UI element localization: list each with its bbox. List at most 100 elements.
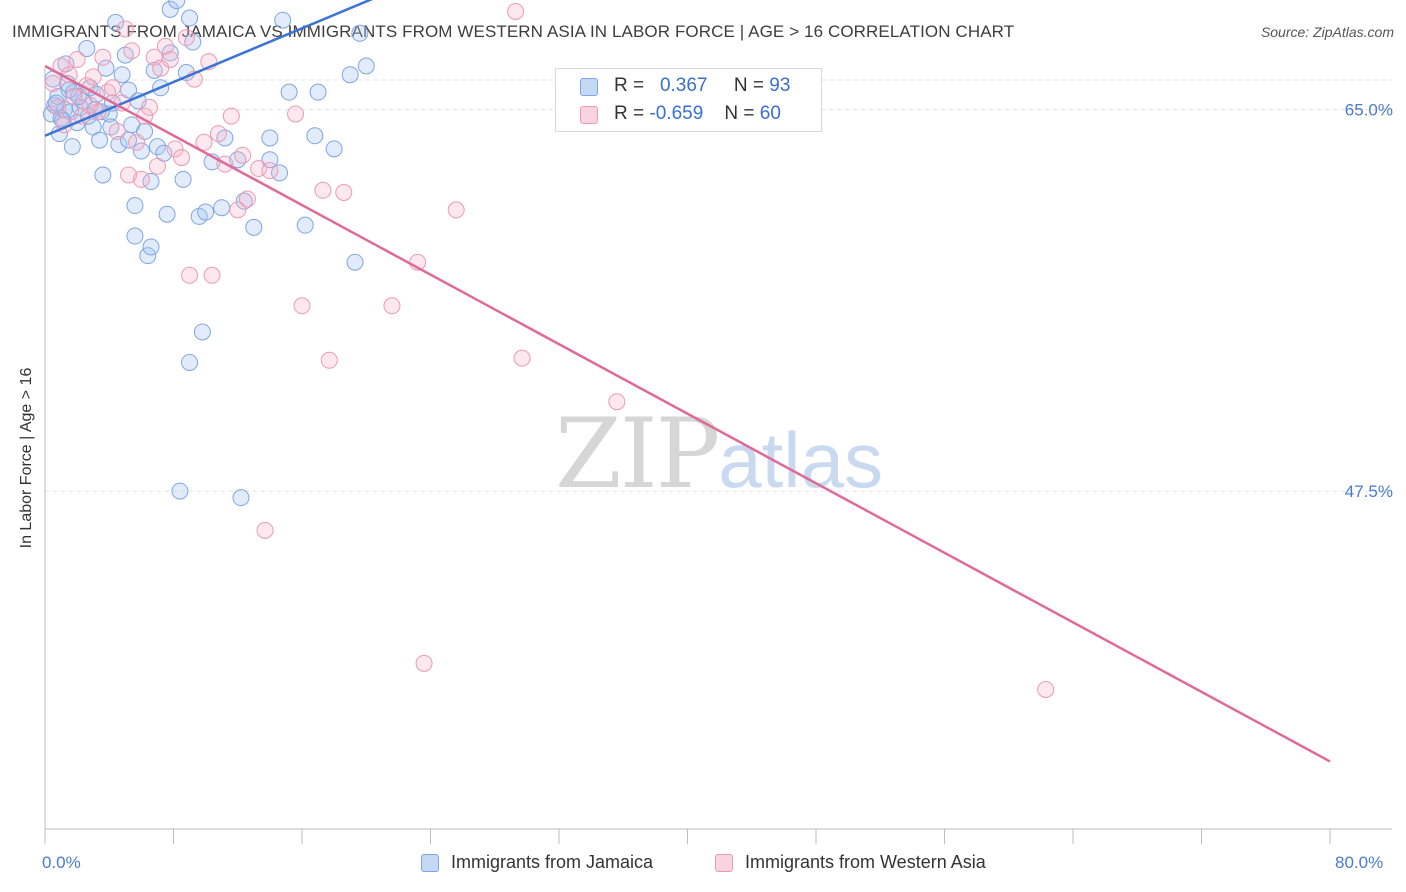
axes bbox=[44, 68, 1392, 844]
data-point bbox=[232, 489, 250, 507]
data-point bbox=[132, 142, 150, 160]
data-point bbox=[94, 48, 112, 66]
data-point bbox=[123, 42, 141, 60]
legend-item-western-asia[interactable]: Immigrants from Western Asia bbox=[715, 852, 986, 873]
data-point bbox=[280, 83, 298, 101]
data-point bbox=[139, 247, 157, 265]
data-point bbox=[415, 654, 433, 672]
data-point bbox=[287, 105, 305, 123]
data-point bbox=[78, 40, 96, 58]
data-point bbox=[171, 482, 189, 500]
data-point bbox=[325, 140, 343, 158]
data-point bbox=[110, 135, 128, 153]
stats-r-value: -0.659 bbox=[649, 103, 704, 124]
data-point bbox=[335, 183, 353, 201]
data-point bbox=[148, 157, 166, 175]
data-point bbox=[314, 181, 332, 199]
data-point bbox=[108, 122, 126, 140]
stats-n-label: N = bbox=[733, 75, 765, 96]
x-tick-label-min: 0.0% bbox=[42, 853, 81, 872]
data-point bbox=[256, 521, 274, 539]
data-point bbox=[173, 149, 191, 167]
data-point bbox=[383, 297, 401, 315]
data-point bbox=[84, 68, 102, 86]
data-point bbox=[63, 138, 81, 156]
data-point bbox=[174, 170, 192, 188]
y-tick-labels: 47.5%65.0%82.5%100.0% bbox=[1345, 101, 1393, 502]
data-point bbox=[116, 20, 134, 38]
data-point bbox=[140, 98, 158, 116]
data-point bbox=[152, 59, 170, 77]
data-point bbox=[107, 13, 125, 31]
stats-n-label: N = bbox=[724, 103, 755, 124]
data-point bbox=[91, 131, 109, 149]
legend-swatch-western-asia bbox=[715, 853, 733, 872]
data-point bbox=[195, 133, 213, 151]
data-point bbox=[103, 79, 121, 97]
legend-swatch-jamaica bbox=[421, 853, 439, 872]
data-point bbox=[234, 146, 252, 164]
data-point bbox=[181, 9, 199, 27]
stats-r-label: R = bbox=[614, 75, 645, 96]
data-point bbox=[161, 50, 179, 68]
trend-lines bbox=[44, 0, 1331, 763]
data-point bbox=[126, 197, 144, 215]
y-tick-label: 65.0% bbox=[1345, 101, 1393, 120]
data-point bbox=[142, 238, 160, 256]
data-point bbox=[447, 201, 465, 219]
chart-title: IMMIGRANTS FROM JAMAICA VS IMMIGRANTS FR… bbox=[12, 22, 1015, 41]
data-point bbox=[261, 129, 279, 147]
legend-label-western-asia: Immigrants from Western Asia bbox=[745, 852, 986, 872]
data-point bbox=[229, 201, 247, 219]
data-point bbox=[177, 29, 195, 47]
stats-n-value: 60 bbox=[759, 103, 781, 124]
data-point bbox=[213, 199, 231, 217]
data-point bbox=[181, 353, 199, 371]
legend-label-jamaica: Immigrants from Jamaica bbox=[451, 852, 654, 872]
data-point bbox=[274, 11, 292, 29]
data-point bbox=[293, 297, 311, 315]
stats-r-value: 0.367 bbox=[659, 75, 708, 96]
data-point bbox=[608, 393, 626, 411]
data-point bbox=[128, 133, 146, 151]
data-point bbox=[513, 349, 531, 367]
legend-item-jamaica[interactable]: Immigrants from Jamaica bbox=[421, 852, 653, 873]
data-point bbox=[351, 24, 369, 42]
data-point bbox=[1037, 680, 1055, 698]
data-point bbox=[120, 166, 138, 184]
data-point bbox=[156, 37, 174, 55]
data-point bbox=[148, 138, 166, 156]
data-point bbox=[68, 50, 86, 68]
data-point bbox=[250, 159, 268, 177]
data-point bbox=[97, 59, 115, 77]
data-point bbox=[296, 216, 314, 234]
data-point bbox=[158, 205, 176, 223]
data-point bbox=[65, 88, 83, 106]
data-point bbox=[193, 323, 211, 341]
stats-r-label: R = bbox=[614, 103, 645, 124]
data-point bbox=[181, 266, 199, 284]
data-point bbox=[261, 162, 279, 180]
series-western-asia bbox=[44, 3, 1055, 698]
data-point bbox=[309, 83, 327, 101]
stats-text-jamaica: R = 0.367 N = 93 bbox=[614, 75, 790, 97]
data-point bbox=[168, 0, 186, 10]
data-point bbox=[197, 203, 215, 221]
y-axis-label: In Labor Force | Age > 16 bbox=[18, 367, 35, 549]
data-point bbox=[203, 266, 221, 284]
stats-swatch-western-asia bbox=[580, 106, 598, 124]
data-point bbox=[320, 351, 338, 369]
data-point bbox=[346, 253, 364, 271]
data-point bbox=[245, 218, 263, 236]
data-point bbox=[49, 98, 67, 116]
data-point bbox=[166, 140, 184, 158]
chart-source: Source: ZipAtlas.com bbox=[1260, 24, 1394, 40]
data-point bbox=[238, 190, 256, 208]
data-point bbox=[357, 57, 375, 75]
data-point bbox=[113, 66, 131, 84]
stats-text-western-asia: R = -0.659 N = 60 bbox=[614, 103, 781, 125]
data-point bbox=[235, 192, 253, 210]
data-point bbox=[94, 166, 112, 184]
data-point bbox=[145, 61, 163, 79]
